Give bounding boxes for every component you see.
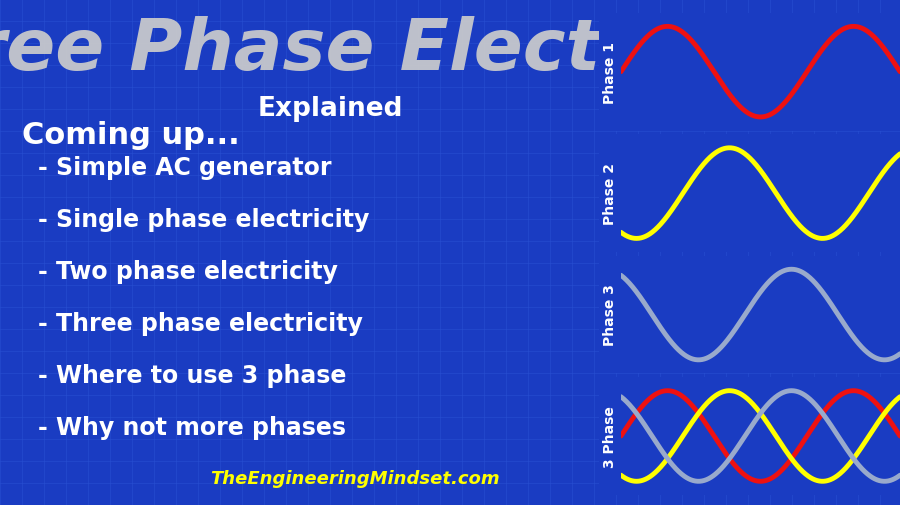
Text: - Why not more phases: - Why not more phases <box>38 415 346 439</box>
Text: Coming up...: Coming up... <box>22 121 239 149</box>
Text: Phase 3: Phase 3 <box>603 284 616 346</box>
Text: Phase 1: Phase 1 <box>603 41 616 104</box>
Text: - Two phase electricity: - Two phase electricity <box>38 260 338 283</box>
Text: TheEngineeringMindset.com: TheEngineeringMindset.com <box>211 469 500 487</box>
Text: 3 Phase: 3 Phase <box>603 405 616 467</box>
Text: - Simple AC generator: - Simple AC generator <box>38 156 331 180</box>
Text: - Three phase electricity: - Three phase electricity <box>38 312 363 335</box>
Text: - Where to use 3 phase: - Where to use 3 phase <box>38 363 347 387</box>
Text: Phase 2: Phase 2 <box>603 163 616 225</box>
Text: Explained: Explained <box>257 96 403 122</box>
Text: - Single phase electricity: - Single phase electricity <box>38 208 369 231</box>
Text: Three Phase Electricity: Three Phase Electricity <box>0 16 810 85</box>
